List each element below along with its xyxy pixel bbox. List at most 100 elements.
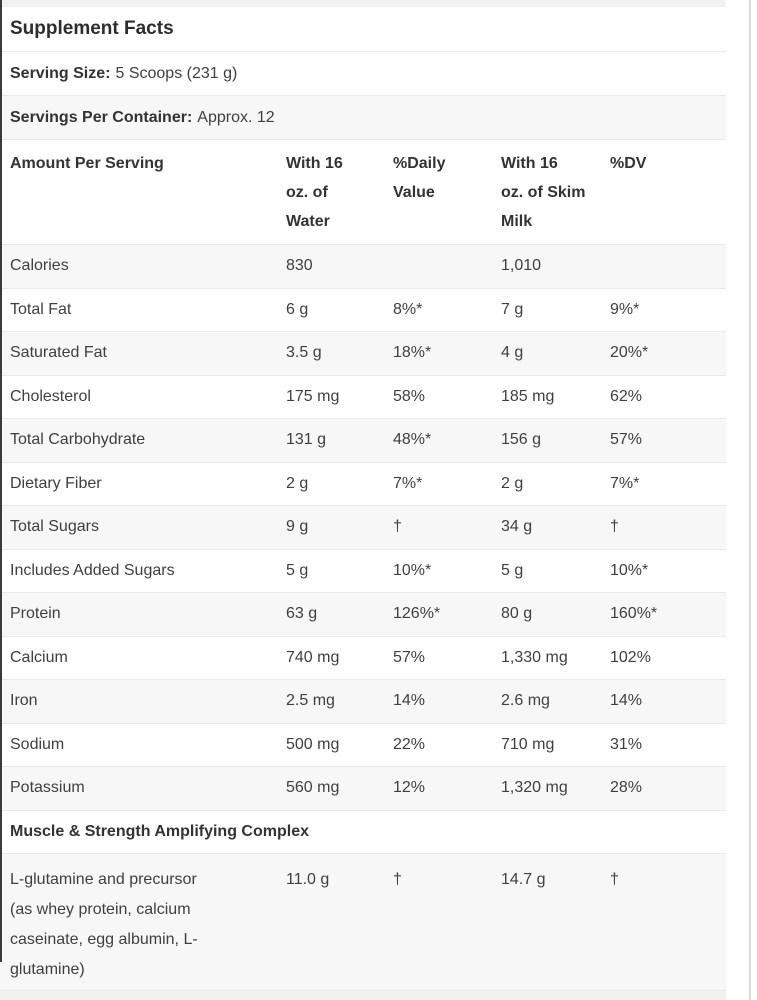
water-daily-value: 18%*: [393, 344, 432, 362]
nutrient-label: Dietary Fiber: [10, 474, 102, 492]
row-dietary-fiber: Dietary Fiber 2 g 7%* 2 g 7%*: [0, 462, 726, 506]
milk-daily-value: 9%*: [610, 300, 640, 318]
milk-daily-value: 102%: [610, 648, 651, 666]
nutrient-label: Potassium: [10, 779, 85, 797]
panel-title: Supplement Facts: [10, 18, 174, 39]
milk-daily-value: 28%: [610, 779, 643, 797]
milk-amount: 14.7 g: [501, 871, 546, 888]
water-daily-value: 57%: [393, 648, 426, 666]
milk-daily-value: 62%: [610, 387, 643, 405]
water-daily-value: 12%: [393, 779, 426, 797]
row-calcium: Calcium 740 mg 57% 1,330 mg 102%: [0, 636, 726, 680]
servings-per-container-label: Servings Per Container:: [10, 108, 193, 126]
left-accent-bar: [0, 0, 2, 962]
milk-amount: 2.6 mg: [501, 692, 550, 710]
water-amount: 830: [286, 257, 313, 275]
col-header-daily-value: %Daily Value: [393, 155, 446, 201]
milk-amount: 4 g: [501, 344, 524, 362]
nutrient-label: Sodium: [10, 735, 65, 753]
col-header-with-water: With 16 oz. of Water: [286, 155, 343, 230]
water-daily-value: 48%*: [393, 431, 432, 449]
water-amount: 11.0 g: [286, 871, 330, 888]
row-total-carbohydrate: Total Carbohydrate 131 g 48%* 156 g 57%: [0, 419, 726, 463]
top-strip: [0, 0, 726, 7]
nutrient-label: Iron: [10, 692, 38, 710]
milk-amount: 80 g: [501, 605, 533, 623]
milk-daily-value: 14%: [610, 692, 643, 710]
water-daily-value: 22%: [393, 735, 426, 753]
water-daily-value: 10%*: [393, 561, 432, 579]
serving-size-label: Serving Size:: [10, 64, 111, 82]
nutrient-label: Total Sugars: [10, 518, 99, 536]
water-amount: 3.5 g: [286, 344, 322, 362]
water-amount: 5 g: [286, 561, 309, 579]
water-daily-value: 126%*: [393, 605, 441, 623]
row-includes-added-sugars: Includes Added Sugars 5 g 10%* 5 g 10%*: [0, 549, 726, 593]
row-iron: Iron 2.5 mg 14% 2.6 mg 14%: [0, 680, 726, 724]
servings-per-container-row: Servings Per Container: Approx. 12: [0, 96, 726, 140]
page-edge-line: [749, 0, 751, 1000]
water-amount: 6 g: [286, 300, 309, 318]
bottom-strip: [0, 990, 726, 1000]
milk-amount: 1,330 mg: [501, 648, 568, 666]
water-amount: 175 mg: [286, 387, 340, 405]
row-potassium: Potassium 560 mg 12% 1,320 mg 28%: [0, 767, 726, 811]
nutrient-label: Saturated Fat: [10, 344, 107, 362]
water-daily-value: 58%: [393, 387, 426, 405]
water-amount: 63 g: [286, 605, 318, 623]
col-header-dv: %DV: [610, 155, 647, 172]
milk-daily-value: 20%*: [610, 344, 649, 362]
nutrient-label: L-glutamine and precursor (as whey prote…: [10, 871, 198, 978]
supplement-facts-panel: Supplement Facts Serving Size: 5 Scoops …: [0, 0, 726, 1000]
water-daily-value: †: [393, 871, 402, 888]
nutrient-label: Calories: [10, 257, 69, 275]
nutrient-label: Total Fat: [10, 300, 72, 318]
servings-per-container-value: Approx. 12: [197, 108, 275, 126]
water-amount: 9 g: [286, 518, 309, 536]
serving-size-value: 5 Scoops (231 g): [115, 64, 238, 82]
col-header-amount-per-serving: Amount Per Serving: [10, 155, 164, 172]
nutrient-label: Protein: [10, 605, 61, 623]
water-amount: 500 mg: [286, 735, 340, 753]
nutrient-label: Includes Added Sugars: [10, 561, 175, 579]
milk-daily-value: 160%*: [610, 605, 658, 623]
column-header-row: Amount Per Serving With 16 oz. of Water …: [0, 140, 726, 245]
milk-daily-value: 31%: [610, 735, 643, 753]
milk-amount: 5 g: [501, 561, 524, 579]
nutrient-label: Cholesterol: [10, 387, 91, 405]
water-amount: 740 mg: [286, 648, 340, 666]
row-protein: Protein 63 g 126%* 80 g 160%*: [0, 593, 726, 637]
milk-amount: 1,010: [501, 257, 542, 275]
milk-daily-value: 7%*: [610, 474, 640, 492]
water-amount: 560 mg: [286, 779, 340, 797]
milk-daily-value: †: [610, 518, 619, 536]
water-daily-value: 14%: [393, 692, 426, 710]
milk-amount: 7 g: [501, 300, 524, 318]
milk-daily-value: 57%: [610, 431, 643, 449]
section-header-row: Muscle & Strength Amplifying Complex: [0, 810, 726, 854]
row-saturated-fat: Saturated Fat 3.5 g 18%* 4 g 20%*: [0, 332, 726, 376]
col-header-with-skim-milk: With 16 oz. of Skim Milk: [501, 155, 586, 230]
water-amount: 2.5 mg: [286, 692, 335, 710]
water-daily-value: 8%*: [393, 300, 423, 318]
water-amount: 2 g: [286, 474, 309, 492]
water-amount: 131 g: [286, 431, 327, 449]
nutrient-label: Calcium: [10, 648, 68, 666]
milk-amount: 710 mg: [501, 735, 555, 753]
row-l-glutamine: L-glutamine and precursor (as whey prote…: [0, 854, 726, 991]
milk-amount: 1,320 mg: [501, 779, 568, 797]
milk-amount: 185 mg: [501, 387, 555, 405]
water-daily-value: 7%*: [393, 474, 423, 492]
row-total-sugars: Total Sugars 9 g † 34 g †: [0, 506, 726, 550]
milk-amount: 2 g: [501, 474, 524, 492]
panel-title-row: Supplement Facts: [0, 7, 726, 52]
milk-daily-value: †: [610, 871, 619, 888]
water-daily-value: †: [393, 518, 402, 536]
milk-amount: 156 g: [501, 431, 542, 449]
nutrient-label: Total Carbohydrate: [10, 431, 146, 449]
serving-size-row: Serving Size: 5 Scoops (231 g): [0, 52, 726, 96]
row-calories: Calories 830 1,010: [0, 245, 726, 289]
milk-daily-value: 10%*: [610, 561, 649, 579]
row-cholesterol: Cholesterol 175 mg 58% 185 mg 62%: [0, 375, 726, 419]
